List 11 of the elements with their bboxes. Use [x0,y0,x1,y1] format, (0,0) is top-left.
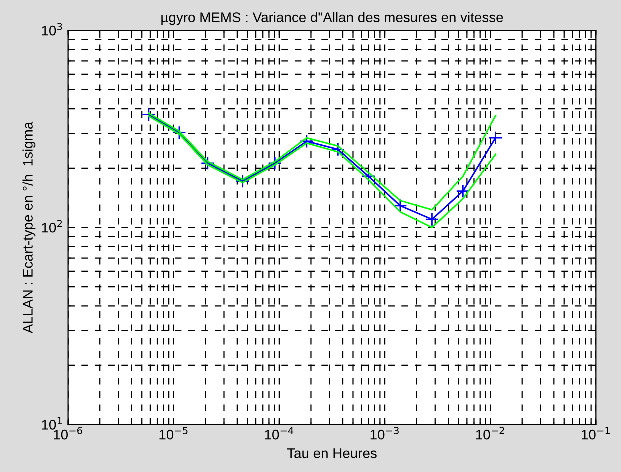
x-tick-label: 10$^{−5}$ [160,427,188,440]
y-axis-title: ALLAN : Ecart-type en °/h 1sigma [22,122,36,334]
x-tick-label: 10$^{−2}$ [476,427,504,440]
y-tick-label: 10$^{2}$ [42,220,62,233]
x-tick-label: 10$^{−4}$ [265,427,294,440]
x-tick-label: 10$^{−3}$ [370,427,399,440]
x-axis-title: Tau en Heures [287,448,377,458]
chart-title: µgyro MEMS : Variance d"Allan des mesures en vitesse [162,12,504,26]
y-tick-label: 10$^{1}$ [42,417,62,430]
x-tick-label: 10$^{−1}$ [582,427,610,440]
y-tick-label: 10$^{3}$ [42,23,62,36]
